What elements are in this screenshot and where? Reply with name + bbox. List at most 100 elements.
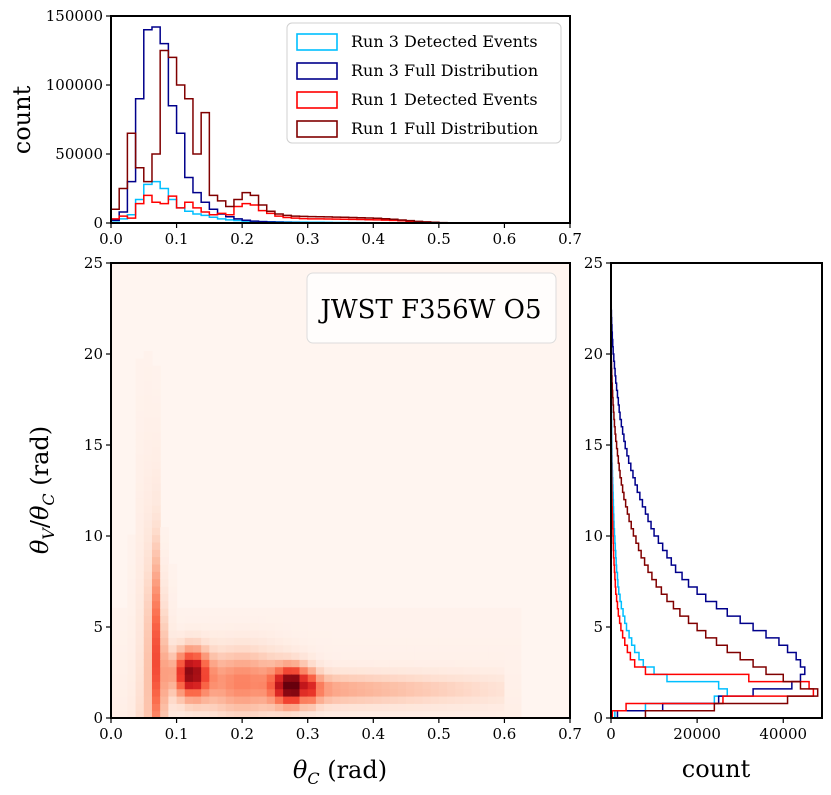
top-ytick-label: 0 xyxy=(93,214,103,232)
heatmap-cell xyxy=(373,673,383,682)
heatmap-cell xyxy=(143,373,153,382)
heatmap-cell xyxy=(381,666,391,675)
heatmap-cell xyxy=(160,644,169,653)
heatmap-cell xyxy=(471,666,481,675)
top-xtick-label: 0.2 xyxy=(230,230,254,248)
heatmap-cell xyxy=(250,622,260,631)
heatmap-cell xyxy=(455,681,465,690)
heatmap-cell xyxy=(455,615,465,624)
heatmap-cell xyxy=(307,673,317,682)
heatmap-cell xyxy=(258,666,268,675)
heatmap-cell xyxy=(151,703,161,712)
heatmap-cell xyxy=(389,644,399,653)
heatmap-cell xyxy=(471,681,481,690)
heatmap-cell xyxy=(192,659,202,668)
heatmap-cell xyxy=(348,644,358,653)
heatmap-cell xyxy=(348,659,358,668)
heatmap-cell xyxy=(168,622,178,631)
heatmap-cell xyxy=(160,549,169,558)
heatmap-cell xyxy=(135,424,145,433)
heatmap-cell xyxy=(373,644,383,653)
heatmap-cell xyxy=(168,703,178,712)
heatmap-cell xyxy=(209,607,219,616)
heatmap-cell xyxy=(160,585,169,594)
heatmap-cell xyxy=(455,622,465,631)
heatmap-cell xyxy=(397,673,407,682)
heatmap-cell xyxy=(209,637,219,646)
heatmap-cell xyxy=(233,703,243,712)
heatmap-cell xyxy=(242,651,251,660)
heatmap-cell xyxy=(266,644,276,653)
heatmap-cell xyxy=(127,571,137,580)
heatmap-cell xyxy=(307,688,317,697)
right-ytick-label: 15 xyxy=(584,436,603,454)
heatmap-cell xyxy=(233,673,243,682)
heatmap-cell xyxy=(119,644,128,653)
heatmap-cell xyxy=(463,666,473,675)
heatmap-cell xyxy=(111,651,120,660)
heatmap-cell xyxy=(299,644,309,653)
main-ytick-label: 25 xyxy=(84,254,103,272)
main-axes-frame xyxy=(110,262,571,719)
heatmap-cell xyxy=(151,607,161,616)
heatmap-cell xyxy=(135,578,145,587)
heatmap-cell xyxy=(201,695,210,704)
heatmap-cell xyxy=(225,629,235,638)
heatmap-cell xyxy=(365,673,374,682)
heatmap-cell xyxy=(397,607,407,616)
heatmap-cell xyxy=(414,673,424,682)
heatmap-cell xyxy=(373,607,383,616)
right-xtick-label: 20000 xyxy=(673,725,721,743)
heatmap-cell xyxy=(406,703,415,712)
heatmap-cell xyxy=(184,637,194,646)
heatmap-cell xyxy=(471,607,481,616)
heatmap-cell xyxy=(381,703,391,712)
heatmap-cell xyxy=(217,615,227,624)
heatmap-cell xyxy=(438,629,448,638)
heatmap-cell xyxy=(127,549,137,558)
heatmap-cell xyxy=(160,571,169,580)
heatmap-cell xyxy=(397,659,407,668)
heatmap-cell xyxy=(324,629,333,638)
heatmap-cell xyxy=(135,541,145,550)
heatmap-cell xyxy=(119,651,128,660)
heatmap-cell xyxy=(111,607,120,616)
heatmap-cell xyxy=(479,659,489,668)
heatmap-cell xyxy=(135,505,145,514)
top-x-ticks: 0.0 0.1 0.2 0.3 0.4 0.5 0.6 0.7 xyxy=(99,223,582,248)
right-ytick-label: 25 xyxy=(584,254,603,272)
heatmap-cell xyxy=(151,483,161,492)
heatmap-cell xyxy=(340,703,350,712)
heatmap-cell xyxy=(201,615,210,624)
heatmap-cell xyxy=(168,629,178,638)
heatmap-cell xyxy=(381,607,391,616)
heatmap-cell xyxy=(479,615,489,624)
heatmap-cell xyxy=(397,666,407,675)
heatmap-cell xyxy=(397,695,407,704)
heatmap-cell xyxy=(365,629,374,638)
heatmap-cell xyxy=(504,659,514,668)
heatmap-cell xyxy=(471,622,481,631)
heatmap-cell xyxy=(283,615,292,624)
heatmap-cell xyxy=(406,622,415,631)
heatmap-cell xyxy=(127,629,137,638)
heatmap-cell xyxy=(111,710,120,718)
main-x-ticks: 0.0 0.1 0.2 0.3 0.4 0.5 0.6 0.7 xyxy=(99,718,582,743)
heatmap-cell xyxy=(447,710,456,718)
heatmap-cell xyxy=(111,681,120,690)
heatmap-cell xyxy=(356,615,366,624)
heatmap-cell xyxy=(176,637,186,646)
heatmap-cell xyxy=(348,629,358,638)
heatmap-cell xyxy=(127,615,137,624)
heatmap-cell xyxy=(111,703,120,712)
heatmap-cell xyxy=(135,549,145,558)
heatmap-cell xyxy=(504,703,514,712)
heatmap-cell xyxy=(266,681,276,690)
heatmap-cell xyxy=(176,629,186,638)
heatmap-cell xyxy=(365,666,374,675)
top-ytick-label: 150000 xyxy=(46,7,103,25)
heatmap-cell xyxy=(225,644,235,653)
heatmap-cell xyxy=(438,607,448,616)
main-xtick-label: 0.2 xyxy=(230,725,254,743)
heatmap-cell xyxy=(192,703,202,712)
